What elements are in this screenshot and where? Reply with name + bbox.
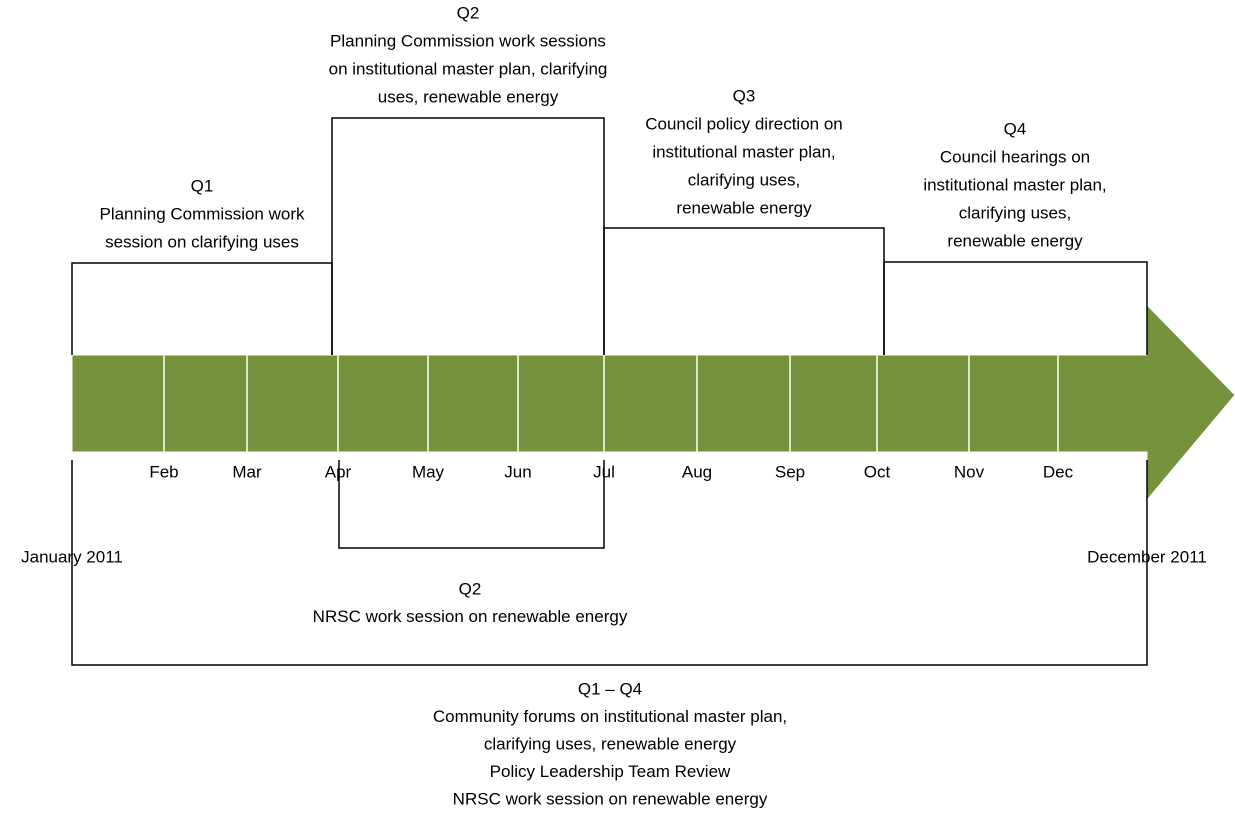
month-label: Feb xyxy=(149,462,178,481)
phase-text: Policy Leadership Team Review xyxy=(490,762,731,781)
phase-text: Community forums on institutional master… xyxy=(433,707,787,726)
phase-text: session on clarifying uses xyxy=(105,232,299,251)
phase-text: clarifying uses, renewable energy xyxy=(484,734,737,753)
phase-text: NRSC work session on renewable energy xyxy=(313,607,628,626)
start-label: January 2011 xyxy=(21,547,123,566)
phase-text: Planning Commission work xyxy=(99,204,305,223)
phase-text: Council policy direction on xyxy=(645,114,843,133)
bracket-q2 xyxy=(331,117,605,355)
month-label: Jun xyxy=(504,462,531,481)
phase-text: institutional master plan, xyxy=(923,175,1106,194)
phase-text: clarifying uses, xyxy=(688,170,800,189)
month-label: Oct xyxy=(864,462,891,481)
phase-text: Planning Commission work sessions xyxy=(330,31,606,50)
end-label: December 2011 xyxy=(1087,547,1207,566)
month-label: May xyxy=(412,462,445,481)
phase-text: on institutional master plan, clarifying xyxy=(329,59,608,78)
phase-text: Council hearings on xyxy=(940,147,1090,166)
month-dividers xyxy=(163,355,1059,452)
phase-text: Q2 xyxy=(457,3,480,22)
phase-text: clarifying uses, xyxy=(959,203,1071,222)
phase-text: NRSC work session on renewable energy xyxy=(453,789,768,808)
phase-text: Q3 xyxy=(733,86,756,105)
phase-text: Q1 – Q4 xyxy=(578,679,642,698)
phase-text: renewable energy xyxy=(676,198,812,217)
bracket-q3 xyxy=(603,227,885,355)
phase-text: institutional master plan, xyxy=(652,142,835,161)
month-label: Nov xyxy=(954,462,985,481)
phase-text: Q4 xyxy=(1004,119,1027,138)
month-label: Apr xyxy=(325,462,352,481)
month-label: Aug xyxy=(682,462,712,481)
bracket-q1-q4 xyxy=(71,460,1148,666)
month-label: Sep xyxy=(775,462,805,481)
month-label: Jul xyxy=(593,462,615,481)
bracket-q2-below xyxy=(338,460,605,549)
phase-text: Q2 xyxy=(459,579,482,598)
phase-text: renewable energy xyxy=(947,231,1083,250)
bracket-q1 xyxy=(71,262,333,355)
month-label: Dec xyxy=(1043,462,1074,481)
bracket-q4 xyxy=(883,261,1148,355)
month-label: Mar xyxy=(232,462,262,481)
phase-text: uses, renewable energy xyxy=(378,87,559,106)
phase-text: Q1 xyxy=(191,176,214,195)
